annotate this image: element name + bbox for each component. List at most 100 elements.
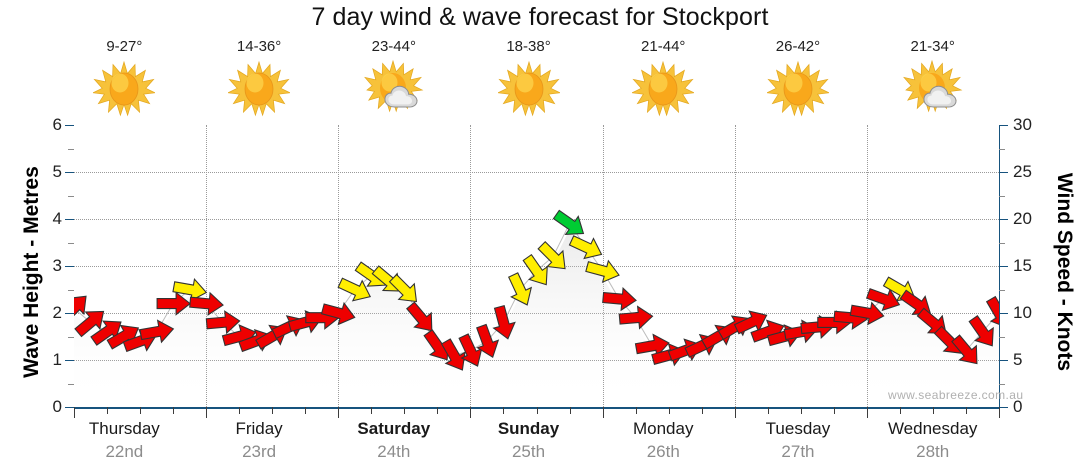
day-temperature-range: 26-42° [775,38,821,55]
axis-tick-label: 3 [52,256,62,275]
x-tick-minor [932,407,934,414]
wind-arrow [74,295,87,324]
axis-tick-minor [999,336,1005,338]
x-label-wednesday: Wednesday 28th [865,418,1000,470]
x-tick-minor [239,407,241,414]
wind-arrow [585,259,620,284]
axis-tick-major [999,172,1008,173]
wind-arrow [337,277,372,302]
gridline-horizontal [74,219,999,220]
axis-tick-major [999,219,1008,220]
axis-tick-major [65,219,74,220]
wind-arrow [74,310,105,338]
x-tick-minor [701,407,703,414]
sun-icon [93,59,156,117]
axis-tick-major [999,125,1008,126]
x-tick-major [470,407,472,418]
wind-arrow [492,304,516,340]
x-label-saturday: Saturday 24th [326,418,461,470]
axis-tick-minor [999,195,1005,197]
x-tick-major [338,407,340,418]
day-header-strip: 9-27° 14-36° [57,36,1000,121]
axis-tick-major [65,407,74,408]
x-tick-minor [272,407,274,414]
x-label-friday: Friday 23rd [192,418,327,470]
gridline-vertical [470,125,472,407]
wind-arrow [458,333,483,367]
axis-tick-minor [68,289,74,291]
wind-arrow [406,301,433,332]
day-date: 28th [916,442,950,461]
wind-arrow [985,295,999,329]
wind-arrow [552,209,585,236]
axis-tick-label: 1 [52,350,62,369]
axis-tick-minor [68,242,74,244]
day-date: 22nd [105,442,144,461]
axis-tick-label: 0 [52,397,62,416]
axis-tick-major [65,313,74,314]
day-date: 23rd [242,442,277,461]
axis-tick-major [999,266,1008,267]
x-tick-minor [503,407,505,414]
axis-tick-label: 30 [1013,115,1032,134]
wind-arrow [476,323,500,359]
gridline-vertical [866,125,868,407]
axis-tick-major [65,360,74,361]
axis-tick-minor [68,383,74,385]
x-tick-major [999,407,1000,418]
day-header: 14-36° [192,36,327,121]
day-name: Wednesday [887,419,978,438]
x-label-monday: Monday 26th [596,418,731,470]
wind-arrow [537,240,566,270]
wind-arrow [189,291,224,316]
day-header: 21-44° [596,36,731,121]
axis-tick-label: 2 [52,303,62,322]
day-header: 23-44° [326,36,461,121]
gridline-vertical [338,125,340,407]
x-tick-minor [800,407,802,414]
axis-tick-minor [999,383,1005,385]
day-temperature-range: 14-36° [236,38,282,55]
axis-tick-label: 6 [52,115,62,134]
axis-tick-minor [68,195,74,197]
wind-arrow [865,288,901,312]
day-name: Tuesday [765,419,831,438]
wind-arrow [139,319,175,344]
axis-tick-minor [999,148,1005,150]
day-name: Sunday [497,419,560,438]
day-name: Monday [632,419,694,438]
x-tick-minor [305,407,307,414]
page-title: 7 day wind & wave forecast for Stockport [311,3,769,31]
wind-arrow [968,315,994,347]
wind-arrow [106,324,140,350]
axis-tick-major [65,125,74,126]
axis-tick-label: 5 [52,162,62,181]
day-temperature-range: 21-44° [641,38,686,55]
wind-arrow [634,333,670,358]
x-label-sunday: Sunday 25th [461,418,596,470]
day-temperature-range: 21-34° [910,38,955,55]
wind-arrow [172,277,208,302]
day-label-strip: Thursday 22nd Friday 23rd Saturday 24th … [57,418,1000,470]
axis-tick-label: 20 [1013,209,1032,228]
sun-icon [228,59,291,117]
axis-tick-label: 25 [1013,162,1032,181]
sun-cloud-icon [363,59,425,117]
axis-tick-minor [68,148,74,150]
x-label-tuesday: Tuesday 27th [731,418,866,470]
wind-arrow [440,338,466,371]
plot-area [74,125,999,407]
x-tick-minor [569,407,571,414]
wind-arrow [507,272,533,306]
x-tick-minor [899,407,901,414]
wind-arrow [618,305,654,330]
axis-tick-minor [999,289,1005,291]
day-temperature-range: 18-38° [506,38,551,55]
axis-tick-label: 4 [52,209,62,228]
axis-tick-minor [999,242,1005,244]
x-tick-minor [965,407,967,414]
axis-tick-major [999,360,1008,361]
gridline-horizontal [74,172,999,173]
day-date: 25th [511,442,546,461]
